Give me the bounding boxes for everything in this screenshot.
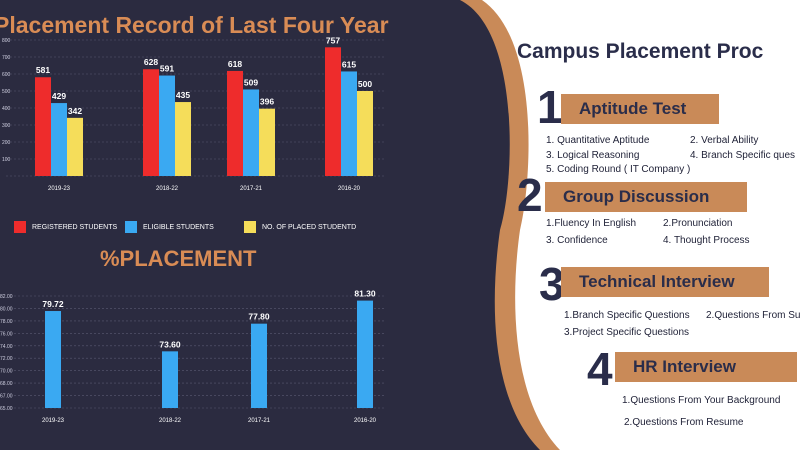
step-2-title: Group Discussion <box>545 182 747 212</box>
step-2-item: 2.Pronunciation <box>663 218 733 229</box>
bar <box>341 71 357 176</box>
bar <box>67 117 83 176</box>
step-3-item: 2.Questions From Su <box>706 310 800 321</box>
step-2-item: 4. Thought Process <box>663 235 750 246</box>
y-tick-label: 72.00 <box>0 356 13 362</box>
x-tick-label: 2019-23 <box>42 418 65 424</box>
data-label: 628 <box>144 57 158 67</box>
step-4-title: HR Interview <box>615 352 797 382</box>
y-tick-label: 700 <box>2 55 11 61</box>
legend-label-registered: REGISTERED STUDENTS <box>32 223 118 231</box>
data-label: 618 <box>228 59 242 69</box>
step-3-item: 1.Branch Specific Questions <box>564 310 690 321</box>
step-4-item: 1.Questions From Your Background <box>622 395 781 406</box>
step-3-item: 3.Project Specific Questions <box>564 327 690 338</box>
y-tick-label: 80.00 <box>0 306 13 312</box>
bar <box>162 351 178 408</box>
data-label: 591 <box>160 64 174 74</box>
data-label: 81.30 <box>354 289 376 299</box>
step-3-title: Technical Interview <box>561 267 769 297</box>
y-tick-label: 78.00 <box>0 319 13 325</box>
legend-registered: REGISTERED STUDENTS <box>14 220 117 234</box>
data-label: 757 <box>326 35 340 45</box>
y-tick-label: 600 <box>2 72 11 78</box>
x-tick-label: 2019-23 <box>48 186 71 192</box>
bar <box>243 89 259 176</box>
step-1-item: 1. Quantitative Aptitude <box>546 135 650 146</box>
x-tick-label: 2018-22 <box>159 418 182 424</box>
data-label: 396 <box>260 97 274 107</box>
legend-eligible: ELIGIBLE STUDENTS <box>125 220 214 234</box>
y-tick-label: 200 <box>2 140 11 146</box>
legend-swatch-registered <box>14 221 26 233</box>
y-tick-label: 65.00 <box>0 406 13 412</box>
bar <box>51 103 67 176</box>
x-tick-label: 2017-21 <box>248 418 271 424</box>
legend-label-eligible: ELIGIBLE STUDENTS <box>143 223 214 231</box>
data-label: 73.60 <box>159 339 181 349</box>
left-panel: Placement Record of Last Four Year %PLAC… <box>0 12 389 424</box>
x-tick-label: 2017-21 <box>240 186 263 192</box>
step-2-item: 1.Fluency In English <box>546 218 637 229</box>
y-tick-label: 500 <box>2 89 11 95</box>
step-1-number: 1 <box>537 81 563 133</box>
step-4-item: 2.Questions From Resume <box>624 417 744 428</box>
process-panel: Campus Placement Proc 1 Aptitude Test 1.… <box>505 0 800 450</box>
legend-label-placed: NO. OF PLACED STUDENTD <box>262 223 357 231</box>
bar <box>251 323 267 408</box>
y-tick-label: 400 <box>2 106 11 112</box>
bar <box>227 70 243 176</box>
legend-swatch-eligible <box>125 221 137 233</box>
step-1-item: 5. Coding Round ( IT Company ) <box>546 164 691 175</box>
x-tick-label: 2018-22 <box>156 186 179 192</box>
data-label: 79.72 <box>42 299 64 309</box>
bar <box>259 108 275 176</box>
bar <box>175 102 191 176</box>
y-tick-label: 70.00 <box>0 369 13 375</box>
data-label: 500 <box>358 79 372 89</box>
data-label: 435 <box>176 90 190 100</box>
y-tick-label: 300 <box>2 123 11 129</box>
data-label: 429 <box>52 91 66 101</box>
chart-title-placement-record: Placement Record of Last Four Year <box>0 12 389 38</box>
step-2-item: 3. Confidence <box>546 235 608 246</box>
step-2-number: 2 <box>517 169 543 221</box>
y-tick-label: 67.00 <box>0 394 13 400</box>
step-1-item: 4. Branch Specific ques <box>690 150 796 161</box>
bar <box>159 75 175 176</box>
y-tick-label: 800 <box>2 38 11 44</box>
step-1-item: 3. Logical Reasoning <box>546 150 640 161</box>
bar <box>325 47 341 177</box>
legend-placed: NO. OF PLACED STUDENTD <box>244 220 356 234</box>
x-tick-label: 2016-20 <box>354 418 377 424</box>
data-label: 77.80 <box>248 312 270 322</box>
chart-title-percent-placement: %PLACEMENT <box>100 246 257 271</box>
data-label: 615 <box>342 59 356 69</box>
y-tick-label: 76.00 <box>0 331 13 337</box>
y-tick-label: 100 <box>2 157 11 163</box>
step-1-item: 2. Verbal Ability <box>690 135 759 146</box>
bar <box>45 311 61 408</box>
bar <box>357 300 373 408</box>
data-label: 581 <box>36 65 50 75</box>
step-1-title: Aptitude Test <box>561 94 719 124</box>
bar <box>143 69 159 176</box>
process-title: Campus Placement Proc <box>517 40 764 63</box>
x-tick-label: 2016-20 <box>338 186 361 192</box>
y-tick-label: 68.00 <box>0 381 13 387</box>
step-4-number: 4 <box>587 343 613 395</box>
data-label: 509 <box>244 77 258 87</box>
y-tick-label: 74.00 <box>0 344 13 350</box>
percent-placement-chart: 82.00 80.00 78.00 76.00 74.00 72.00 70.00 68.00… <box>0 289 384 424</box>
legend-swatch-placed <box>244 221 256 233</box>
y-tick-label: 82.00 <box>0 294 13 300</box>
step-3-number: 3 <box>539 258 565 310</box>
bar <box>35 77 51 176</box>
bar <box>357 91 373 176</box>
data-label: 342 <box>68 106 82 116</box>
